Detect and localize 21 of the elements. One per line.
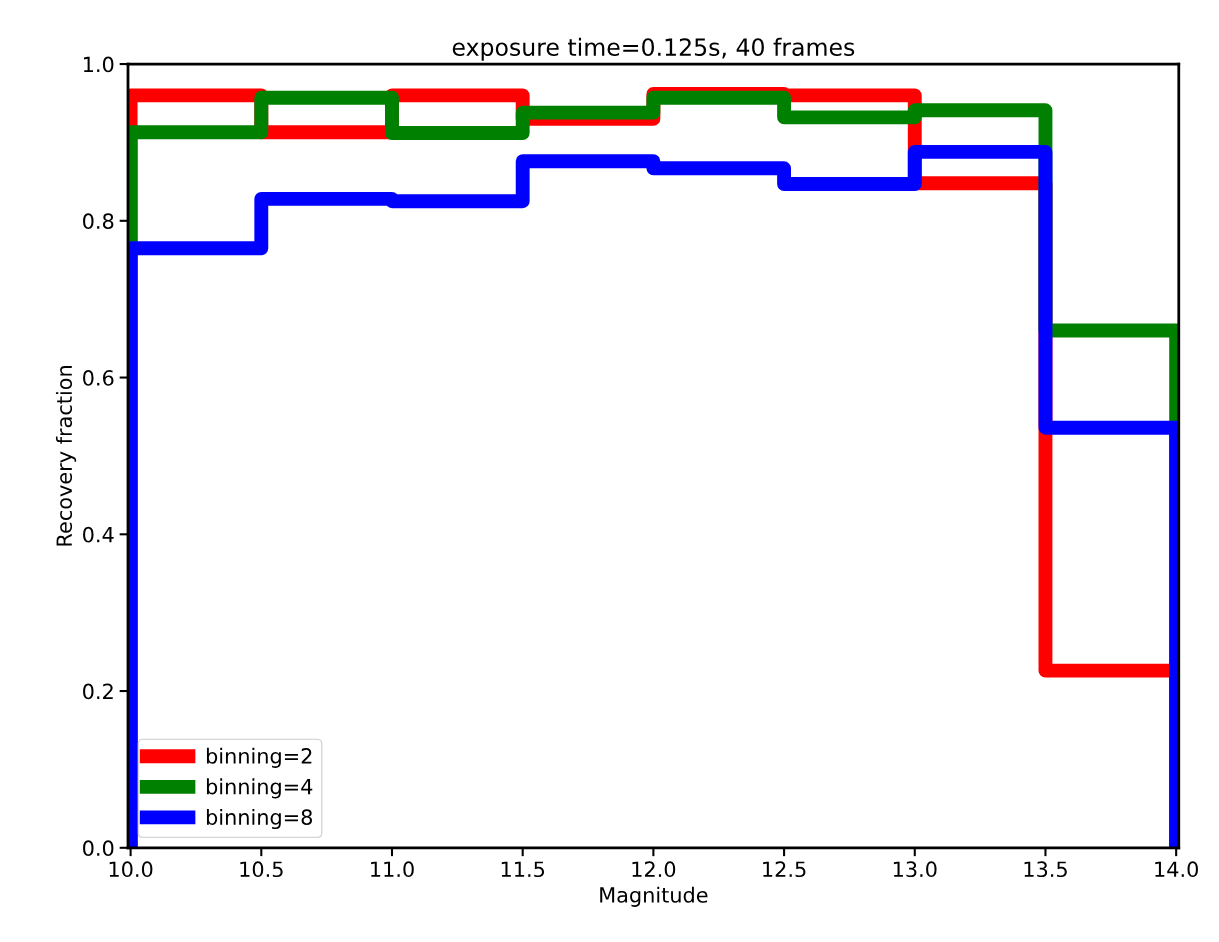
y-tick-label: 0.8: [83, 213, 114, 230]
x-tick-label: 10.0: [109, 861, 153, 878]
y-tick-label: 0.2: [83, 683, 113, 700]
legend-label: binning=4: [206, 778, 313, 799]
legend-label: binning=8: [206, 808, 312, 830]
y-tick-label: 0.4: [83, 526, 114, 543]
legend-label: binning=2: [206, 747, 312, 768]
y-axis-title: Recovery fraction: [55, 366, 77, 546]
y-tick-label: 1.0: [83, 56, 114, 73]
x-tick-label: 10.5: [240, 861, 283, 878]
x-tick-label: 12.0: [632, 861, 676, 878]
x-axis-title: Magnitude: [600, 886, 708, 907]
x-tick-label: 14.0: [1155, 861, 1198, 878]
x-tick-label: 13.5: [1024, 861, 1067, 878]
y-tick-label: 0.6: [83, 370, 114, 386]
chart-title: exposure time=0.125s, 40 frames: [452, 37, 855, 61]
x-tick-label: 13.0: [893, 861, 937, 878]
x-tick-label: 12.5: [763, 861, 806, 878]
x-tick-label: 11.0: [371, 861, 414, 878]
y-tick-label: 0.0: [83, 840, 114, 857]
x-tick-label: 11.5: [501, 861, 545, 878]
